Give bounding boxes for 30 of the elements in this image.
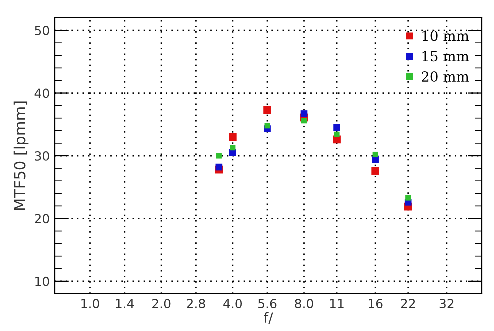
x-tick-label: 1.0 <box>82 299 100 309</box>
x-axis-title: f/ <box>264 312 274 324</box>
legend-label: 20 mm <box>422 72 470 82</box>
x-tick-label: 4.0 <box>224 299 242 309</box>
y-axis-title: MTF50 [lpmm] <box>14 102 29 210</box>
x-tick-label: 5.6 <box>258 299 277 309</box>
y-tick-label: 30 <box>35 151 50 161</box>
y-tick-label: 40 <box>34 88 50 98</box>
x-tick-label: 22 <box>401 299 416 308</box>
legend-label: 10 mm <box>422 30 470 42</box>
point <box>264 106 272 114</box>
point <box>264 123 270 129</box>
x-tick-label: 2.0 <box>152 299 171 309</box>
point <box>406 195 412 201</box>
legend-label: 15 mm <box>422 51 470 62</box>
y-tick-label: 20 <box>35 214 50 224</box>
x-tick-label: 16 <box>369 299 383 309</box>
point <box>301 118 308 124</box>
x-tick-label: 2.8 <box>187 299 206 309</box>
point <box>230 145 236 151</box>
x-tick-label: 32 <box>440 299 454 309</box>
y-tick-label: 50 <box>35 26 50 36</box>
point <box>334 132 340 138</box>
x-tick-label: 8.0 <box>295 299 314 309</box>
x-tick-label: 1.4 <box>116 299 134 308</box>
point <box>228 133 237 142</box>
point <box>300 110 308 118</box>
point <box>334 124 340 132</box>
x-tick-label: 11 <box>330 299 344 308</box>
y-tick-label: 10 <box>36 276 50 286</box>
